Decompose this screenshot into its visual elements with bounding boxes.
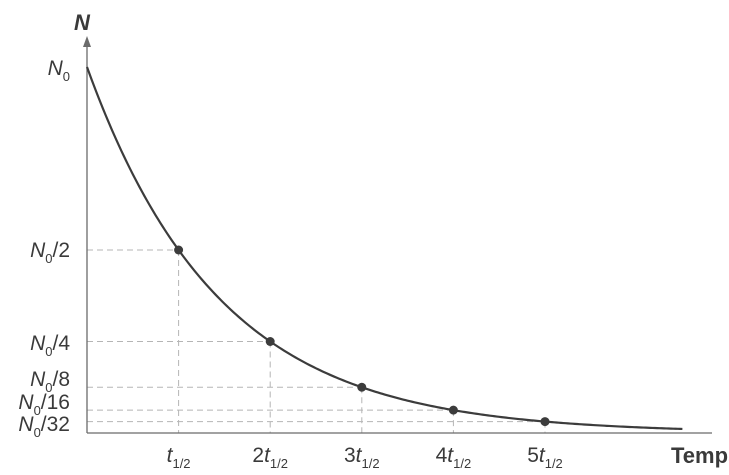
y-axis-title: N [74, 10, 91, 35]
y-tick-label: N0/4 [30, 332, 70, 359]
x-tick-label: 2t1/2 [252, 444, 288, 471]
data-point [357, 382, 367, 392]
x-tick-labels: t1/2 2t1/2 3t1/2 4t1/2 5t1/2 [167, 444, 563, 471]
y-tick-label: N0/8 [30, 368, 70, 395]
x-tick-label: t1/2 [167, 444, 191, 471]
x-tick-label: 4t1/2 [436, 444, 472, 471]
data-point [540, 417, 550, 427]
dashed-guide-lines [87, 249, 546, 433]
data-point [174, 245, 184, 255]
data-point [265, 337, 275, 346]
y-tick-label: N0/2 [30, 239, 70, 266]
data-points [174, 245, 550, 427]
axes [83, 36, 712, 434]
y-tick-label: N0/32 [18, 413, 70, 440]
y-tick-label: N0/16 [18, 391, 70, 418]
x-axis-title: Temps [671, 443, 729, 468]
decay-curve [85, 66, 683, 431]
y-tick-label: N0 [48, 57, 70, 84]
x-tick-label: 3t1/2 [344, 444, 380, 471]
data-point [448, 405, 458, 415]
x-tick-label: 5t1/2 [527, 444, 563, 471]
y-axis-arrow [83, 36, 91, 47]
